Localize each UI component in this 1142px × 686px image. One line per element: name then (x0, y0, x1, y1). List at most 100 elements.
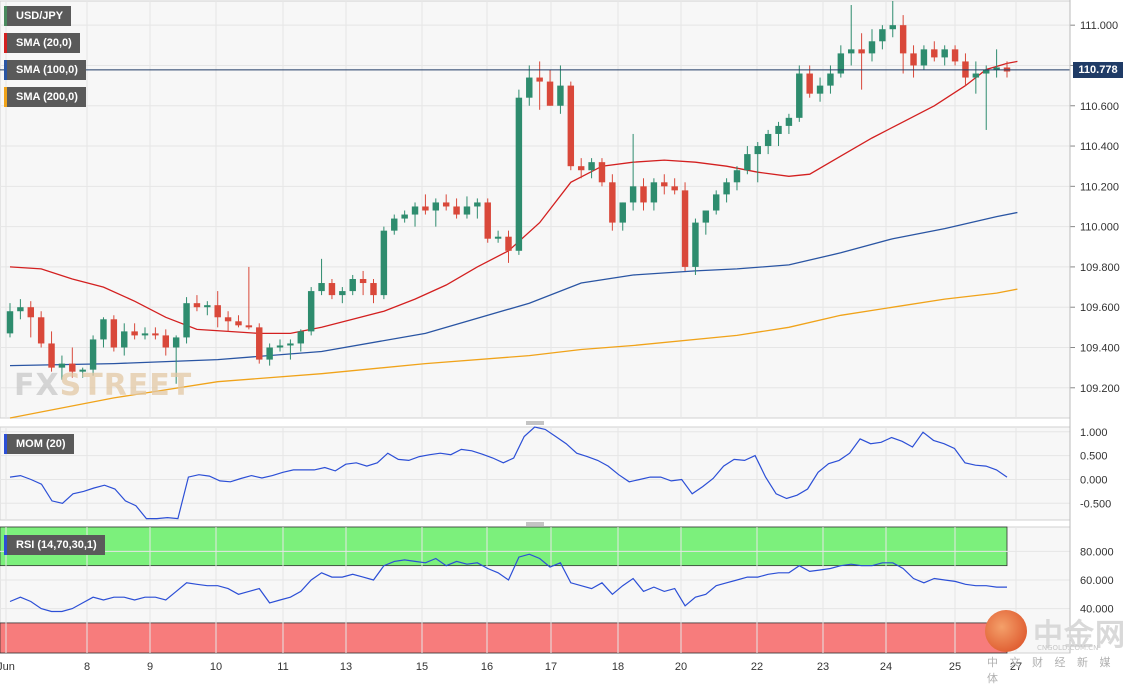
x-tick-label: 16 (481, 661, 493, 673)
candle-body (692, 222, 699, 267)
x-tick-label: 11 (277, 661, 288, 673)
candle-body (193, 303, 201, 308)
candle-body (391, 218, 398, 231)
candle-body (931, 49, 938, 58)
x-tick-label: 25 (949, 661, 961, 673)
candle-body (546, 81, 554, 106)
candle-body (349, 279, 356, 292)
candle-body (671, 186, 678, 191)
candle-body (328, 283, 336, 296)
momentum-line (9, 426, 1008, 520)
legend-sma100[interactable]: SMA (100,0) (4, 60, 86, 80)
candle-body (339, 291, 346, 296)
panel-splitter (0, 421, 1070, 425)
candle-body (245, 325, 253, 328)
logo-street: STREET (59, 368, 193, 403)
candle-body (806, 73, 813, 94)
candle-body (172, 337, 180, 348)
candle-body (121, 331, 128, 348)
x-tick-label: 24 (880, 661, 892, 673)
x-tick-label: 17 (545, 661, 557, 673)
candle-body (256, 327, 263, 360)
panel-splitter (0, 522, 1070, 526)
rsi-line (9, 553, 1007, 613)
candle-body (754, 146, 761, 155)
x-tick-label: 18 (612, 661, 624, 673)
candle-body (837, 53, 845, 74)
legend-pair[interactable]: USD/JPY (4, 6, 72, 26)
candle-body (983, 69, 990, 74)
candle-body (380, 230, 388, 296)
rsi-tick-label: 80.000 (1080, 546, 1114, 558)
candle-body (847, 49, 855, 54)
x-tick-label: 23 (817, 661, 829, 673)
candle-body (463, 206, 471, 215)
candle-body (775, 125, 782, 134)
legend-mom-label: MOM (20) (16, 438, 66, 450)
candle-body (796, 73, 803, 118)
candle-body (577, 166, 585, 171)
candle-body (588, 162, 595, 171)
rsi-tick-label: 40.000 (1080, 604, 1114, 616)
candle-body (359, 279, 367, 284)
legend-rsi[interactable]: RSI (14,70,30,1) (4, 535, 105, 555)
candle-body (204, 305, 211, 308)
mom-tick-label: 1.000 (1080, 427, 1108, 439)
candle-body (58, 363, 66, 368)
candle-body (141, 333, 149, 336)
candle-body (816, 85, 824, 94)
mom-tick-label: 0.500 (1080, 451, 1108, 463)
candle-body (131, 331, 138, 336)
candle-body (432, 202, 440, 211)
candle-body (27, 307, 34, 318)
candle-body (89, 339, 97, 370)
candle-body (17, 307, 24, 312)
legend-sma20[interactable]: SMA (20,0) (4, 33, 80, 53)
candle-body (920, 49, 928, 66)
candle-body (609, 182, 616, 223)
price-tick-label: 109.200 (1080, 383, 1120, 395)
candle-body (650, 182, 658, 203)
legend-sma200[interactable]: SMA (200,0) (4, 87, 86, 107)
rsi-tick-label: 60.000 (1080, 575, 1114, 587)
candle-body (370, 283, 377, 296)
legend-sma20-swatch (4, 33, 7, 53)
candle-body (868, 41, 876, 54)
candle-body (661, 182, 668, 187)
watermark-title: 中金网 (1033, 618, 1126, 653)
candle-body (557, 85, 564, 106)
candle-body (287, 343, 294, 346)
candle-body (972, 73, 980, 78)
candle-body (48, 343, 55, 368)
candle-body (214, 305, 221, 318)
price-tick-label: 111.000 (1080, 20, 1118, 32)
candle-body (515, 97, 523, 251)
candle-body (6, 311, 14, 334)
candle-body (910, 53, 917, 66)
price-tick-label: 109.600 (1080, 302, 1120, 314)
candle-body (941, 49, 948, 58)
candle-body (307, 291, 315, 332)
candle-body (401, 214, 408, 219)
candle-body (37, 317, 45, 344)
candle-body (224, 317, 232, 322)
candle-body (69, 363, 76, 372)
candle-body (629, 186, 637, 203)
mom-tick-label: 0.000 (1080, 474, 1108, 486)
legend-sma20-label: SMA (20,0) (16, 37, 72, 49)
x-tick-label: 15 (416, 661, 428, 673)
candle-body (422, 206, 429, 211)
legend-pair-label: USD/JPY (16, 10, 64, 22)
legend-mom[interactable]: MOM (20) (4, 434, 74, 454)
candle-body (681, 190, 689, 267)
candle-body (858, 49, 865, 54)
price-tick-label: 109.800 (1080, 262, 1120, 274)
rsi-oversold-zone (0, 622, 1008, 654)
candle-body (733, 170, 741, 183)
candle-body (318, 283, 325, 292)
candle-body (712, 194, 720, 211)
candle-body (235, 321, 242, 326)
watermark-subtitle: 中 文 财 经 新 媒 体 (987, 656, 1115, 685)
candle-body (526, 77, 533, 98)
